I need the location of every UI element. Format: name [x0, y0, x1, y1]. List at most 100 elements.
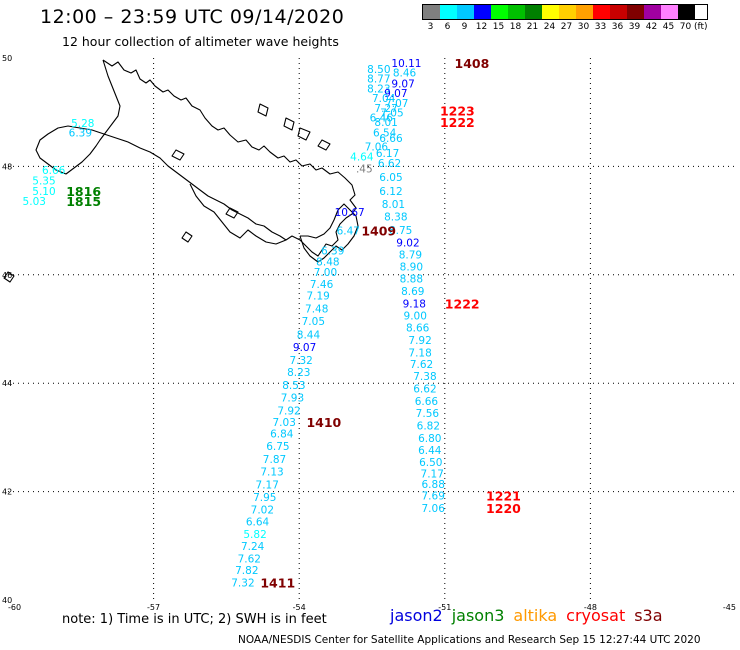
wave-height-value: 7.62: [238, 553, 261, 565]
color-swatch: [457, 5, 474, 19]
wave-height-value: 9.18: [403, 299, 426, 311]
satellite-legend: jason2 jason3 altika cryosat s3a: [390, 606, 672, 625]
pass-time-label: 1221: [486, 488, 521, 503]
lon-tick-label: -45: [723, 603, 736, 612]
lat-tick-label: 40: [2, 596, 12, 605]
map-subtitle: 12 hour collection of altimeter wave hei…: [62, 34, 339, 49]
color-scale-label: 42: [645, 22, 658, 32]
wave-height-value: 7.17: [421, 469, 444, 481]
wave-height-value: 6.47: [337, 225, 360, 237]
wave-height-value: 6.66: [42, 165, 66, 177]
wave-height-value: 6.17: [376, 148, 399, 160]
color-scale-label: 24: [543, 22, 556, 32]
coastline-island: [181, 231, 193, 243]
wave-height-value: 7.95: [253, 492, 276, 504]
credit-line: NOAA/NESDIS Center for Satellite Applica…: [238, 634, 701, 646]
wave-height-value: 5.28: [71, 118, 94, 130]
wave-height-value: 7.82: [235, 565, 258, 577]
lat-tick-label: 48: [2, 162, 12, 171]
color-swatch: [576, 5, 593, 19]
color-swatch: [593, 5, 610, 19]
wave-height-value: 8.77: [367, 74, 390, 86]
wave-height-value: 7.05: [302, 316, 325, 328]
wave-height-value: 8.38: [384, 211, 407, 223]
lat-tick-label: 46: [2, 271, 12, 280]
wave-height-value: 6.82: [417, 420, 440, 432]
wave-height-value: 7.93: [281, 392, 304, 404]
pass-time-label: 1815: [66, 194, 101, 209]
wave-height-value: 6.39: [321, 245, 344, 257]
lon-tick-label: -54: [293, 603, 306, 612]
wave-height-value: 7.32: [231, 578, 254, 590]
wave-height-value: 7.05: [380, 108, 403, 120]
coastline-main: [35, 59, 357, 257]
pass-time-label: 1222: [440, 115, 475, 130]
lat-lon-grid: [8, 58, 736, 600]
pass-time-label: 1223: [440, 104, 475, 119]
color-scale-label: 3: [427, 22, 434, 32]
wave-height-value: 5.35: [32, 175, 55, 187]
satellite-legend-item: jason3: [451, 606, 505, 625]
wave-height-value: 6.39: [69, 127, 92, 139]
color-swatch: [661, 5, 678, 19]
pass-time-label: 1408: [455, 56, 490, 71]
wave-height-value: 8.75: [389, 225, 412, 237]
color-swatch: [491, 5, 508, 19]
color-scale-label: 9: [461, 22, 468, 32]
wave-height-value: 9.00: [404, 310, 427, 322]
lon-tick-label: -51: [438, 603, 451, 612]
coastline-island: [225, 207, 239, 219]
wave-height-value: 7.46: [310, 279, 334, 291]
color-scale-label: 39: [628, 22, 641, 32]
wave-height-value: 7.69: [422, 490, 445, 502]
wave-height-value: 7.92: [408, 335, 431, 347]
axis-labels: 50 48 46 44 42 40-60 -57 -54 -51 -48 -45: [2, 54, 736, 612]
pass-time-label: 1220: [486, 501, 521, 516]
wave-height-value: 7.27: [374, 103, 397, 115]
wave-height-value: 7.06: [365, 141, 389, 153]
color-swatch: [474, 5, 491, 19]
wave-height-value: 7.48: [305, 303, 328, 315]
color-scale-label: 6: [444, 22, 451, 32]
wave-height-value: 6.80: [418, 433, 441, 445]
color-scale-labels: 3 6 9 12 15 18 21 24 27 30 33 36 39 42 45 70 (ft): [422, 22, 708, 32]
wave-height-value: 8.66: [406, 322, 430, 334]
wave-height-value: 7.00: [314, 267, 337, 279]
coastline-island: [317, 139, 331, 151]
lon-tick-label: -48: [584, 603, 597, 612]
wave-height-value: 10.67: [335, 207, 365, 219]
wave-height-value: 5.03: [23, 196, 46, 208]
color-scale-label: 33: [594, 22, 607, 32]
wave-height-value: 7.92: [277, 405, 300, 417]
color-scale-label: 27: [560, 22, 573, 32]
coastline-island: [3, 271, 15, 283]
lon-tick-label: -60: [8, 603, 21, 612]
wave-height-value: 8.69: [401, 286, 424, 298]
coastline-island: [171, 149, 185, 161]
wave-height-value: 6.44: [418, 445, 442, 457]
wave-height-value: 9.07: [384, 88, 407, 100]
color-scale-label: 15: [492, 22, 505, 32]
pass-time-label: 1222: [445, 297, 480, 312]
wave-height-value: 8.01: [374, 117, 397, 129]
coastline-south-coast: [189, 183, 287, 245]
wave-height-value: 6.50: [419, 457, 442, 469]
color-scale-label: 12: [475, 22, 488, 32]
wave-height-value: 9.07: [391, 78, 414, 90]
wave-height-value: 6.46: [370, 113, 394, 125]
color-swatch: [508, 5, 525, 19]
coastline-island: [257, 103, 269, 117]
lat-tick-label: 42: [2, 488, 12, 497]
wave-height-value: 8.44: [297, 329, 321, 341]
wave-height-value: 4.64: [350, 152, 374, 164]
wave-height-value: 8.90: [400, 262, 423, 274]
color-swatch: [525, 5, 542, 19]
color-scale-label: 45: [662, 22, 675, 32]
wave-height-observations: 10.118.468.508.77 9.078.239.077.047.077.2…: [23, 58, 446, 590]
wave-height-value: 8.88: [400, 274, 423, 286]
wave-height-value: 7.04: [372, 93, 396, 105]
wave-height-value: 6.66: [379, 133, 403, 145]
wave-height-value: 7.32: [289, 355, 312, 367]
coastline-island: [283, 117, 295, 131]
wave-height-value: 5.82: [243, 529, 266, 541]
